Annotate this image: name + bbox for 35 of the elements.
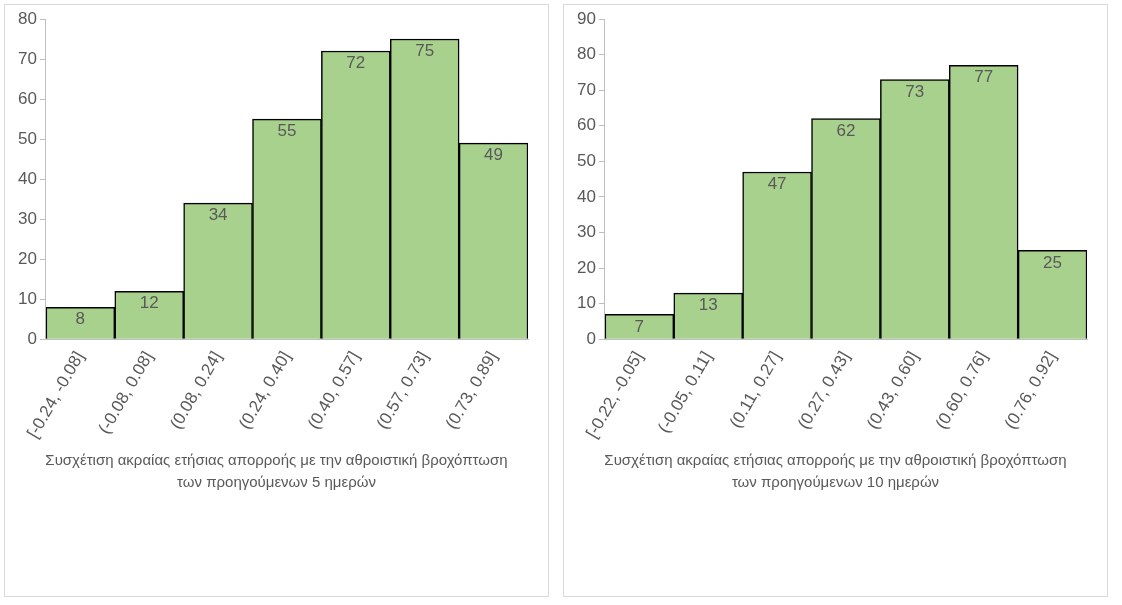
data-label: 49 <box>484 145 504 165</box>
y-tick-label: 0 <box>586 329 596 349</box>
data-label: 34 <box>208 205 228 225</box>
y-tick-label: 50 <box>576 151 596 171</box>
y-tick-label: 90 <box>576 8 596 28</box>
y-tick-label: 50 <box>17 128 37 148</box>
y-tick-label: 60 <box>17 88 37 108</box>
data-label: 13 <box>698 295 718 315</box>
data-label: 12 <box>139 293 159 313</box>
y-tick-label: 10 <box>17 288 37 308</box>
data-label: 77 <box>974 67 994 87</box>
x-axis-title: Συσχέτιση ακραίας ετήσιας απορροής με την αθροιστική βροχόπτωση των προηγούμενων 10 ημερών <box>603 450 1068 492</box>
data-label: 73 <box>905 81 925 101</box>
y-tick-label: 40 <box>17 168 37 188</box>
data-label: 8 <box>75 309 86 329</box>
y-tick-label: 80 <box>17 8 37 28</box>
y-tick-label: 70 <box>17 48 37 68</box>
data-label: 62 <box>836 120 856 140</box>
data-label: 7 <box>634 316 645 336</box>
y-tick-label: 20 <box>576 257 596 277</box>
data-label: 72 <box>346 53 366 73</box>
y-tick-label: 30 <box>576 222 596 242</box>
y-tick-label: 0 <box>27 329 37 349</box>
y-tick-label: 40 <box>576 186 596 206</box>
data-label: 47 <box>767 174 787 194</box>
data-label: 55 <box>277 121 297 141</box>
data-label: 25 <box>1043 252 1063 272</box>
data-label: 75 <box>415 41 435 61</box>
y-tick-label: 60 <box>576 115 596 135</box>
y-tick-label: 80 <box>576 44 596 64</box>
y-tick-label: 70 <box>576 79 596 99</box>
y-tick-label: 10 <box>576 293 596 313</box>
x-axis-title: Συσχέτιση ακραίας ετήσιας απορροής με την αθροιστική βροχόπτωση των προηγούμενων 5 ημερών <box>44 450 509 492</box>
y-tick-label: 20 <box>17 248 37 268</box>
y-tick-label: 30 <box>17 208 37 228</box>
